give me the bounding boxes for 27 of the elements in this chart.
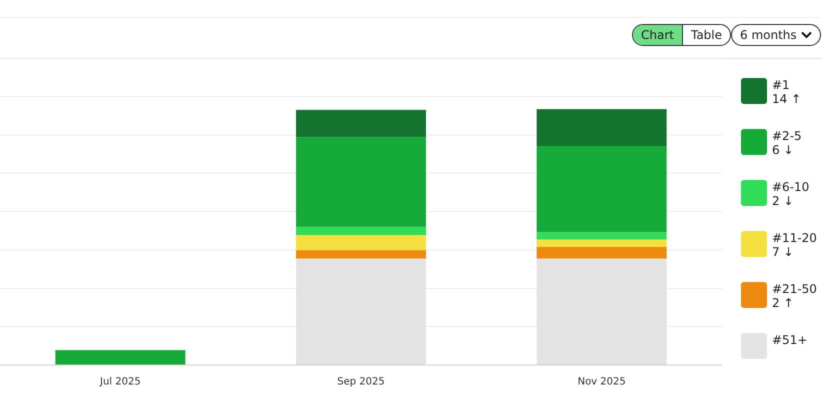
period-dropdown: 6 months: [731, 24, 821, 46]
bar: [296, 226, 426, 236]
bar: [296, 137, 426, 227]
bar: [536, 247, 667, 259]
bar: [296, 235, 426, 250]
legend-label: #51+: [772, 333, 808, 347]
legend-label: #6-10: [772, 180, 810, 194]
text: 2 ↑: [772, 296, 795, 310]
text: 6 ↓: [772, 143, 795, 157]
bar: [55, 350, 186, 364]
bar: [536, 240, 667, 248]
legend-label: #2-5: [772, 129, 802, 143]
x-tick-label: Sep 2025: [337, 376, 385, 388]
x-tick-label: Jul 2025: [98, 376, 141, 388]
x-tick-label: Nov 2025: [578, 376, 626, 388]
text: 14 ↑: [772, 92, 802, 106]
bar: [536, 146, 667, 232]
bar: [296, 250, 426, 259]
view-toggle: Chart Table: [632, 24, 732, 46]
legend-label: #21-50: [772, 282, 817, 296]
legend-label: #1: [772, 78, 791, 92]
text: 2 ↓: [772, 194, 795, 208]
text: 7 ↓: [772, 245, 795, 259]
legend-label: #11-20: [772, 231, 817, 245]
bar: [536, 109, 667, 146]
bar: [536, 232, 667, 240]
bar: [296, 110, 426, 138]
